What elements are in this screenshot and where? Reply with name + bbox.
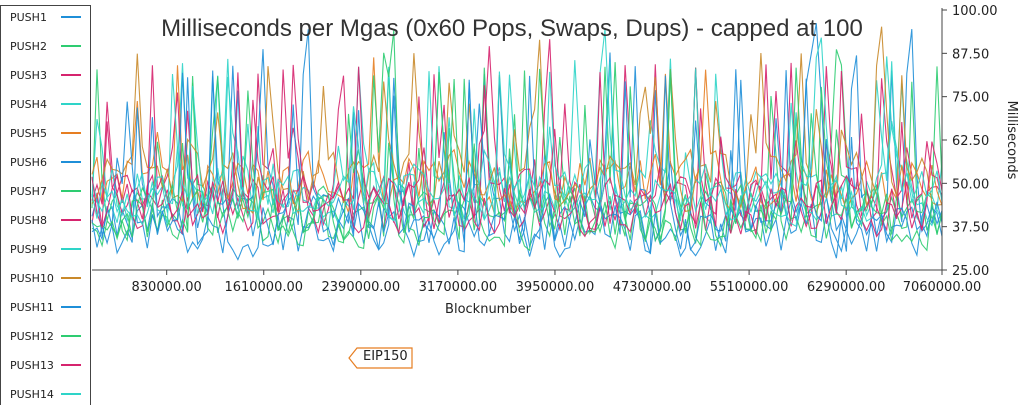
series-line-push10 [91, 26, 943, 216]
legend-label: PUSH9 [10, 243, 47, 256]
legend-item-push8[interactable]: PUSH8 [1, 209, 92, 238]
x-tick-label: 830000.00 [132, 280, 202, 295]
legend-swatch [61, 190, 81, 192]
y-tick-label: 25.00 [952, 264, 989, 279]
y-tick-label: 37.50 [952, 221, 989, 236]
x-tick-label: 2390000.00 [322, 280, 401, 295]
legend-swatch [61, 248, 81, 250]
legend-swatch [61, 393, 81, 395]
x-tick-label: 5510000.00 [710, 280, 789, 295]
y-tick-label: 50.00 [952, 177, 989, 192]
y-axis-label: Milliseconds [1004, 101, 1019, 180]
legend-swatch [61, 161, 81, 163]
chart-title: Milliseconds per Mgas (0x60 Pops, Swaps,… [161, 15, 863, 42]
x-tick-label: 7060000.00 [903, 280, 982, 295]
legend-label: PUSH11 [10, 301, 54, 314]
x-tick-label: 6290000.00 [807, 280, 886, 295]
legend-label: PUSH6 [10, 156, 47, 169]
x-tick-label: 1610000.00 [224, 280, 303, 295]
x-axis-label: Blocknumber [445, 302, 532, 317]
series-line-push13 [91, 65, 943, 238]
legend-item-push10[interactable]: PUSH10 [1, 267, 92, 296]
legend-swatch [61, 45, 81, 47]
legend-swatch [61, 335, 81, 337]
legend-swatch [61, 364, 81, 366]
axes: 830000.00 1610000.00 2390000.00 3170000.00 3… [92, 4, 998, 295]
series-line-push7 [91, 62, 943, 250]
legend-label: PUSH10 [10, 272, 54, 285]
legend-swatch [61, 219, 81, 221]
y-tick-label: 87.50 [952, 47, 989, 62]
legend: PUSH1 PUSH2 PUSH3 PUSH4 PUSH5 PUSH6 PUSH7 PUSH8… [0, 5, 91, 405]
legend-label: PUSH14 [10, 388, 54, 401]
plot-area [91, 23, 943, 261]
y-tick-label: 100.00 [952, 4, 998, 19]
legend-swatch [61, 103, 81, 105]
legend-item-push13[interactable]: PUSH13 [1, 354, 92, 383]
x-tick-label: 4730000.00 [613, 280, 692, 295]
legend-swatch [61, 306, 81, 308]
legend-label: PUSH1 [10, 11, 47, 24]
series-line-push12 [91, 30, 943, 252]
legend-item-push6[interactable]: PUSH6 [1, 151, 92, 180]
legend-swatch [61, 16, 81, 18]
legend-label: PUSH12 [10, 330, 54, 343]
y-tick-label: 75.00 [952, 91, 989, 106]
legend-label: PUSH4 [10, 98, 47, 111]
legend-item-push7[interactable]: PUSH7 [1, 180, 92, 209]
legend-item-push4[interactable]: PUSH4 [1, 93, 92, 122]
series-line-push9 [91, 58, 943, 231]
legend-item-push9[interactable]: PUSH9 [1, 238, 92, 267]
series-line-push14 [91, 37, 943, 228]
legend-label: PUSH2 [10, 40, 47, 53]
legend-item-push14[interactable]: PUSH14 [1, 383, 92, 412]
legend-swatch [61, 132, 81, 134]
annotation-flag-shape [348, 347, 413, 369]
annotation-label: EIP150 [363, 349, 408, 364]
legend-item-push1[interactable]: PUSH1 [1, 6, 92, 35]
legend-swatch [61, 277, 81, 279]
legend-label: PUSH8 [10, 214, 47, 227]
chart: 830000.00 1610000.00 2390000.00 3170000.00 3… [91, 4, 1019, 317]
y-tick-label: 62.50 [952, 134, 989, 149]
legend-label: PUSH3 [10, 69, 47, 82]
legend-label: PUSH7 [10, 185, 47, 198]
legend-item-push3[interactable]: PUSH3 [1, 64, 92, 93]
legend-item-push11[interactable]: PUSH11 [1, 296, 92, 325]
legend-label: PUSH13 [10, 359, 54, 372]
x-tick-label: 3950000.00 [516, 280, 595, 295]
legend-item-push12[interactable]: PUSH12 [1, 325, 92, 354]
legend-swatch [61, 74, 81, 76]
legend-item-push5[interactable]: PUSH5 [1, 122, 92, 151]
legend-label: PUSH5 [10, 127, 47, 140]
legend-item-push2[interactable]: PUSH2 [1, 35, 92, 64]
x-tick-label: 3170000.00 [419, 280, 498, 295]
